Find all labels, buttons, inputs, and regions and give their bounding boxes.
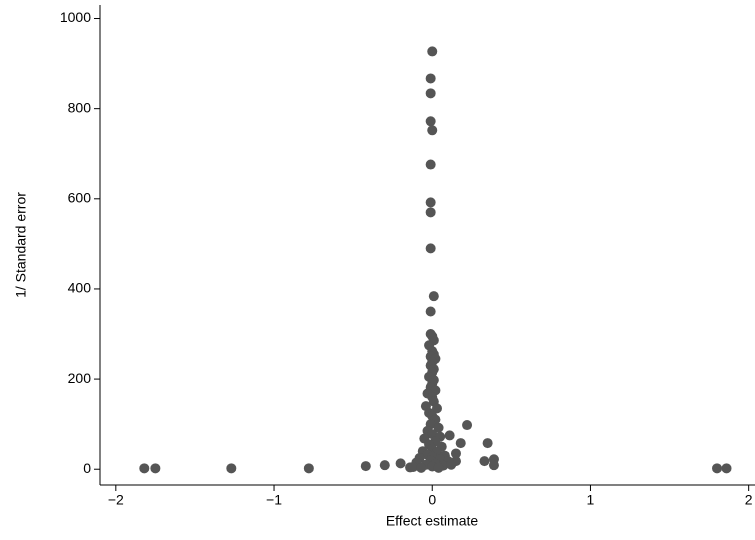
point	[360, 461, 371, 472]
point	[444, 430, 455, 441]
y-axis-label: 1/ Standard error	[13, 192, 29, 298]
point	[226, 463, 237, 474]
point	[425, 73, 436, 84]
point	[416, 462, 427, 473]
point	[446, 459, 457, 470]
point	[425, 88, 436, 99]
point	[455, 438, 466, 449]
point	[450, 448, 461, 459]
y-tick-label: 800	[68, 99, 92, 115]
point	[479, 456, 490, 467]
point	[425, 197, 436, 208]
point	[303, 463, 314, 474]
point	[482, 438, 493, 449]
point	[408, 461, 419, 472]
point	[425, 306, 436, 317]
point	[425, 243, 436, 254]
point	[462, 420, 473, 431]
x-tick-label: 1	[587, 492, 595, 508]
point	[425, 116, 436, 127]
point	[139, 463, 150, 474]
point	[395, 458, 406, 469]
x-tick-label: 2	[745, 492, 753, 508]
point	[712, 463, 723, 474]
x-axis-label: Effect estimate	[386, 513, 479, 529]
y-tick-label: 0	[83, 460, 91, 476]
point	[721, 463, 732, 474]
x-tick-label: −1	[266, 492, 282, 508]
point	[431, 403, 442, 414]
point	[150, 463, 161, 474]
point	[427, 125, 438, 136]
point	[433, 462, 444, 473]
point	[488, 460, 499, 471]
y-tick-label: 200	[68, 370, 92, 386]
y-tick-label: 600	[68, 190, 92, 206]
y-tick-label: 1000	[60, 9, 91, 25]
point	[379, 460, 390, 471]
point	[433, 422, 444, 433]
point	[425, 159, 436, 170]
x-tick-label: −2	[108, 492, 124, 508]
point	[425, 207, 436, 218]
point	[427, 46, 438, 57]
point	[428, 291, 439, 302]
y-tick-label: 400	[68, 280, 92, 296]
x-tick-label: 0	[428, 492, 436, 508]
